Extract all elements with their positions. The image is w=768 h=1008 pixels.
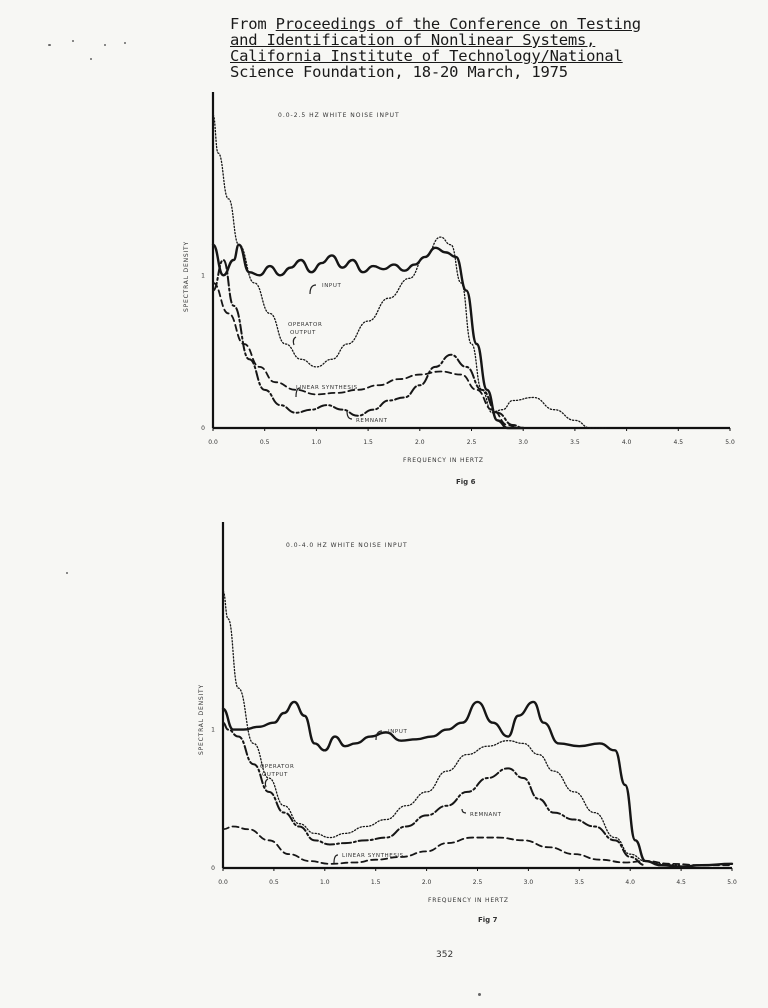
fig7-title: 0.0-4.0 HZ WHITE NOISE INPUT — [286, 542, 408, 549]
annotation-leader — [461, 808, 467, 814]
series-remnant — [222, 721, 647, 867]
fig6-xlabel: FREQUENCY IN HERTZ — [403, 457, 484, 464]
series-operator-output — [212, 114, 607, 429]
scan-speck — [124, 42, 126, 44]
annotation-leader — [264, 778, 269, 788]
curve-annotation: OPERATOR — [260, 764, 294, 770]
series-operator-output — [222, 590, 682, 866]
scan-speck — [66, 572, 68, 574]
series-remnant — [212, 258, 525, 429]
citation-prefix: From — [230, 15, 276, 33]
citation-proceedings-title: Proceedings of the Conference on Testing — [275, 15, 641, 33]
x-tick-label: 2.0 — [422, 879, 432, 886]
curve-annotation: LINEAR SYNTHESIS — [296, 385, 358, 391]
curve-annotation: REMNANT — [356, 418, 388, 424]
curve-annotation: INPUT — [388, 729, 407, 735]
curve-annotation: REMNANT — [470, 812, 502, 818]
scan-speck — [72, 40, 74, 42]
page-number: 352 — [436, 950, 454, 960]
citation-line-2: and Identification of Nonlinear Systems, — [230, 31, 596, 49]
series-input — [221, 700, 734, 868]
citation-line-3: California Institute of Technology/Natio… — [230, 47, 623, 65]
x-tick-label: 4.5 — [674, 439, 684, 446]
scan-speck — [90, 58, 92, 60]
x-tick-label: 4.5 — [676, 879, 686, 886]
annotation-leader — [346, 410, 353, 420]
x-tick-label: 2.5 — [473, 879, 483, 886]
x-tick-label: 3.5 — [575, 879, 585, 886]
x-tick-label: 4.0 — [622, 439, 632, 446]
scan-speck — [48, 44, 51, 46]
y-tick-label: 1 — [201, 272, 205, 279]
x-tick-label: 1.0 — [320, 879, 330, 886]
fig6-title: 0.0-2.5 HZ WHITE NOISE INPUT — [278, 112, 400, 119]
scan-speck — [104, 44, 106, 46]
x-tick-label: 4.0 — [625, 879, 635, 886]
scan-speck — [478, 993, 481, 996]
figure-6: 0.0-2.5 HZ WHITE NOISE INPUT SPECTRAL DE… — [183, 92, 735, 486]
x-tick-label: 3.5 — [570, 439, 580, 446]
annotation-leader — [375, 730, 383, 741]
x-tick-label: 3.0 — [524, 879, 534, 886]
y-tick-label: 1 — [211, 727, 215, 734]
x-tick-label: 2.0 — [415, 439, 425, 446]
fig6-ylabel: SPECTRAL DENSITY — [183, 241, 190, 312]
annotation-leader — [333, 854, 339, 864]
curve-annotation: OPERATOR — [288, 322, 322, 328]
x-tick-label: 3.0 — [518, 439, 528, 446]
x-tick-label: 0.0 — [208, 439, 218, 446]
x-tick-label: 1.5 — [371, 879, 381, 886]
x-tick-label: 5.0 — [727, 879, 737, 886]
x-tick-label: 5.0 — [725, 439, 735, 446]
figure-7: 0.0-4.0 HZ WHITE NOISE INPUT SPECTRAL DE… — [198, 522, 737, 924]
curve-annotation: OUTPUT — [290, 330, 316, 336]
x-tick-label: 1.5 — [363, 439, 373, 446]
series-linear-synthesis — [212, 282, 519, 429]
annotation-leader — [292, 336, 297, 346]
fig7-xlabel: FREQUENCY IN HERTZ — [428, 897, 509, 904]
curve-annotation: LINEAR SYNTHESIS — [342, 853, 404, 859]
citation-line-4: Science Foundation, 18-20 March, 1975 — [230, 63, 568, 81]
x-tick-label: 0.0 — [218, 879, 228, 886]
curve-annotation: OUTPUT — [262, 772, 288, 778]
annotation-leader — [309, 284, 317, 295]
curve-annotation: INPUT — [322, 283, 341, 289]
y-tick-label: 0 — [201, 425, 205, 432]
citation-line-1: From Proceedings of the Conference on Te… — [230, 16, 766, 32]
series-linear-synthesis — [222, 825, 733, 867]
series-input — [211, 243, 525, 430]
fig7-ylabel: SPECTRAL DENSITY — [198, 684, 205, 755]
x-tick-label: 0.5 — [260, 439, 270, 446]
annotation-leader — [295, 387, 301, 398]
fig6-caption: Fig 6 — [456, 478, 476, 486]
citation-header: From Proceedings of the Conference on Te… — [230, 16, 766, 80]
y-tick-label: 0 — [211, 865, 215, 872]
x-tick-label: 1.0 — [312, 439, 322, 446]
x-tick-label: 2.5 — [467, 439, 477, 446]
x-tick-label: 0.5 — [269, 879, 279, 886]
fig7-caption: Fig 7 — [478, 916, 498, 924]
